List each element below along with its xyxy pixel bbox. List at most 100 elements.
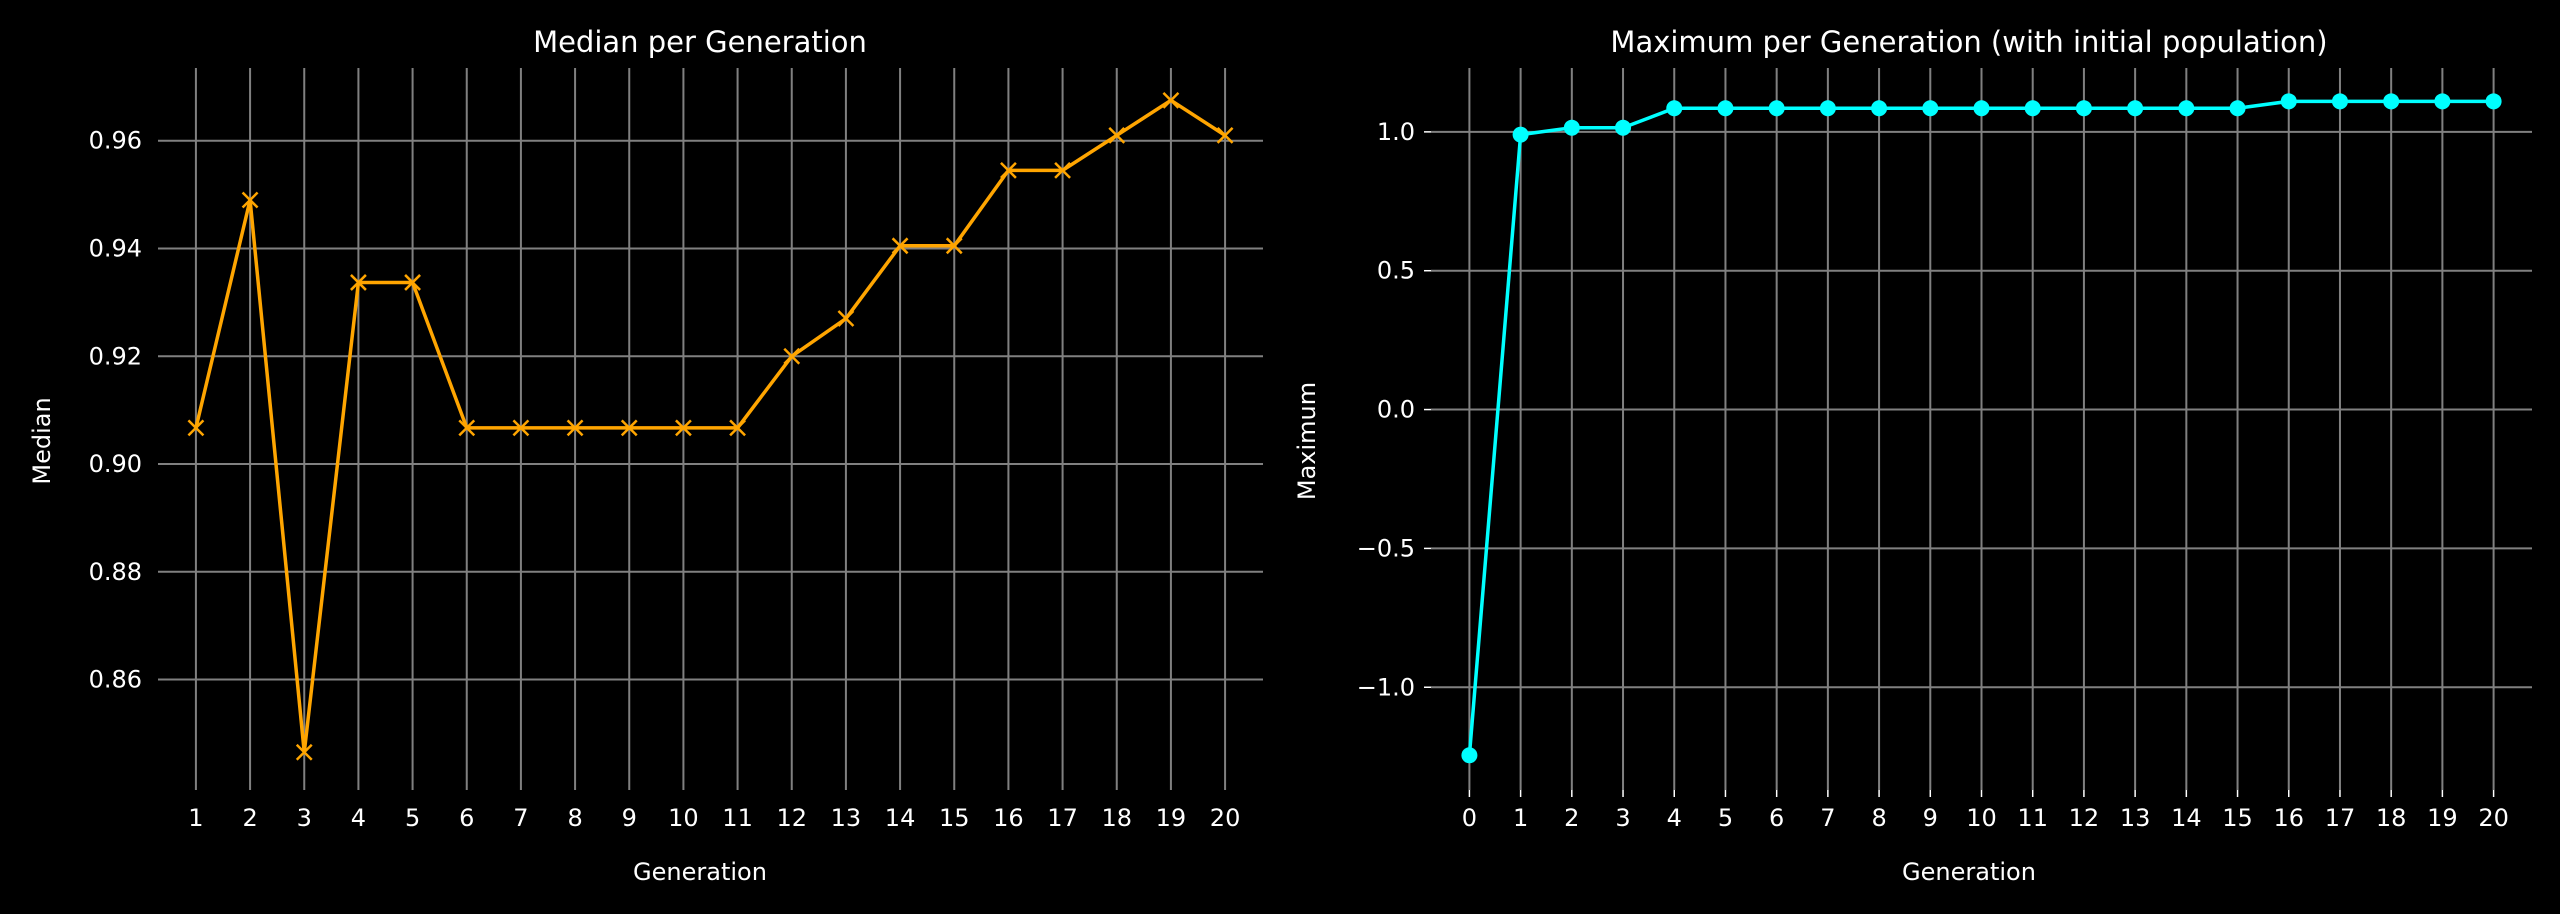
maximum-x-tick-label: 20 bbox=[2478, 804, 2509, 832]
median-data-point bbox=[295, 743, 313, 761]
median-marker-stroke bbox=[241, 191, 259, 209]
median-data-point bbox=[1162, 91, 1180, 109]
median-x-tick-label: 20 bbox=[1210, 804, 1241, 832]
median-marker-stroke bbox=[404, 274, 421, 291]
maximum-data-point bbox=[2280, 93, 2297, 110]
median-x-tick-label: 4 bbox=[351, 804, 366, 832]
maximum-y-tick-label: −0.5 bbox=[1357, 534, 1415, 562]
median-y-tick-label: 0.90 bbox=[89, 450, 142, 478]
maximum-y-tick-labels: −1.0 −0.5 0.0 0.5 1.0 bbox=[1357, 118, 1415, 701]
maximum-x-tick-label: 7 bbox=[1820, 804, 1835, 832]
maximum-x-tick-label: 19 bbox=[2427, 804, 2458, 832]
median-marker-stroke bbox=[945, 237, 963, 255]
maximum-x-tick-label: 9 bbox=[1923, 804, 1938, 832]
maximum-y-tick-label: −1.0 bbox=[1357, 673, 1415, 701]
median-x-tick-label: 5 bbox=[405, 804, 420, 832]
median-marker-stroke bbox=[187, 419, 205, 437]
median-x-tick-label: 13 bbox=[831, 804, 862, 832]
maximum-x-tick-label: 6 bbox=[1769, 804, 1784, 832]
maximum-x-tick-label: 14 bbox=[2171, 804, 2202, 832]
maximum-x-tick-labels: 0 1 2 3 4 5 6 7 8 9 10 11 12 13 14 15 16 17 18 19 20 bbox=[1462, 804, 2509, 832]
median-y-axis-label: Median bbox=[28, 397, 56, 484]
median-markers bbox=[187, 91, 1234, 761]
median-x-tick-label: 17 bbox=[1047, 804, 1078, 832]
median-x-tick-label: 11 bbox=[722, 804, 753, 832]
median-x-tick-labels: 1 2 3 4 5 6 7 8 9 10 11 12 13 14 15 16 17 18 19 20 bbox=[188, 804, 1240, 832]
median-marker-stroke bbox=[458, 419, 476, 437]
maximum-data-point bbox=[1512, 126, 1529, 143]
median-marker-stroke bbox=[1000, 161, 1017, 179]
median-x-tick-label: 12 bbox=[776, 804, 807, 832]
median-x-tick-label: 7 bbox=[513, 804, 528, 832]
median-marker-stroke bbox=[1108, 126, 1126, 144]
maximum-data-point bbox=[1871, 100, 1888, 117]
median-x-tick-label: 18 bbox=[1101, 804, 1132, 832]
median-x-tick-label: 10 bbox=[668, 804, 699, 832]
median-data-point bbox=[729, 419, 746, 437]
maximum-x-tick-label: 3 bbox=[1615, 804, 1630, 832]
maximum-y-tick-label: 1.0 bbox=[1377, 118, 1415, 146]
maximum-data-point bbox=[2024, 100, 2041, 117]
median-y-tick-label: 0.88 bbox=[89, 558, 142, 586]
maximum-x-tick-label: 11 bbox=[2017, 804, 2048, 832]
maximum-data-point bbox=[2434, 93, 2451, 110]
maximum-data-point bbox=[1717, 100, 1734, 117]
maximum-x-tick-label: 1 bbox=[1513, 804, 1528, 832]
maximum-data-point bbox=[1819, 100, 1836, 117]
median-chart-title: Median per Generation bbox=[533, 25, 867, 59]
median-chart: 1 2 3 4 5 6 7 8 9 10 11 12 13 14 15 16 17 18 19 20 0.860.88… bbox=[28, 25, 1263, 886]
median-marker-stroke bbox=[620, 419, 638, 437]
median-data-point bbox=[404, 274, 421, 291]
maximum-x-tick-label: 0 bbox=[1462, 804, 1477, 832]
maximum-data-point bbox=[2178, 100, 2195, 117]
median-x-tick-label: 6 bbox=[459, 804, 474, 832]
median-y-tick-labels: 0.86 0.88 0.90 0.92 0.94 0.96 bbox=[89, 127, 142, 694]
median-marker-stroke bbox=[1216, 126, 1234, 144]
median-data-point bbox=[187, 419, 205, 437]
maximum-data-point bbox=[2229, 100, 2246, 117]
median-data-point bbox=[458, 419, 476, 437]
maximum-x-tick-label: 8 bbox=[1871, 804, 1886, 832]
maximum-data-point bbox=[2331, 93, 2348, 110]
median-x-axis-label: Generation bbox=[633, 858, 767, 886]
median-series bbox=[194, 98, 1227, 755]
median-data-point bbox=[837, 310, 855, 327]
median-marker-stroke bbox=[675, 419, 692, 437]
median-data-point bbox=[1216, 126, 1234, 144]
maximum-data-point bbox=[1973, 100, 1990, 117]
maximum-data-point bbox=[1666, 100, 1683, 117]
median-data-point bbox=[783, 347, 801, 365]
maximum-chart: 0 1 2 3 4 5 6 7 8 9 10 11 12 13 14 15 16 17 18 19 20 −1.0−0.… bbox=[1293, 25, 2532, 886]
median-x-tick-label: 8 bbox=[567, 804, 582, 832]
maximum-data-point bbox=[2075, 100, 2092, 117]
median-grid bbox=[158, 68, 1263, 790]
median-marker-stroke bbox=[891, 237, 909, 255]
median-x-tick-label: 9 bbox=[622, 804, 637, 832]
maximum-x-tick-label: 4 bbox=[1667, 804, 1682, 832]
maximum-x-tick-label: 10 bbox=[1966, 804, 1997, 832]
maximum-data-point bbox=[2127, 100, 2144, 117]
maximum-x-tick-label: 15 bbox=[2222, 804, 2253, 832]
median-y-tick-label: 0.94 bbox=[89, 235, 142, 263]
maximum-x-tick-label: 13 bbox=[2120, 804, 2151, 832]
maximum-data-point bbox=[1563, 119, 1580, 136]
maximum-y-tick-label: 0.5 bbox=[1377, 257, 1415, 285]
median-data-point bbox=[566, 419, 584, 437]
median-x-tick-label: 19 bbox=[1156, 804, 1187, 832]
median-data-point bbox=[620, 419, 638, 437]
median-x-tick-label: 14 bbox=[885, 804, 916, 832]
median-data-point bbox=[891, 237, 909, 255]
median-marker-stroke bbox=[729, 419, 746, 437]
median-series-line bbox=[194, 98, 1227, 755]
median-data-point bbox=[1054, 161, 1071, 179]
maximum-markers bbox=[1461, 93, 2502, 764]
maximum-chart-title: Maximum per Generation (with initial pop… bbox=[1610, 25, 2327, 59]
median-data-point bbox=[1108, 126, 1126, 144]
median-data-point bbox=[675, 419, 692, 437]
median-marker-stroke bbox=[1162, 91, 1180, 109]
maximum-x-tick-label: 5 bbox=[1718, 804, 1733, 832]
maximum-x-tick-label: 16 bbox=[2273, 804, 2304, 832]
median-marker-stroke bbox=[1054, 161, 1071, 179]
